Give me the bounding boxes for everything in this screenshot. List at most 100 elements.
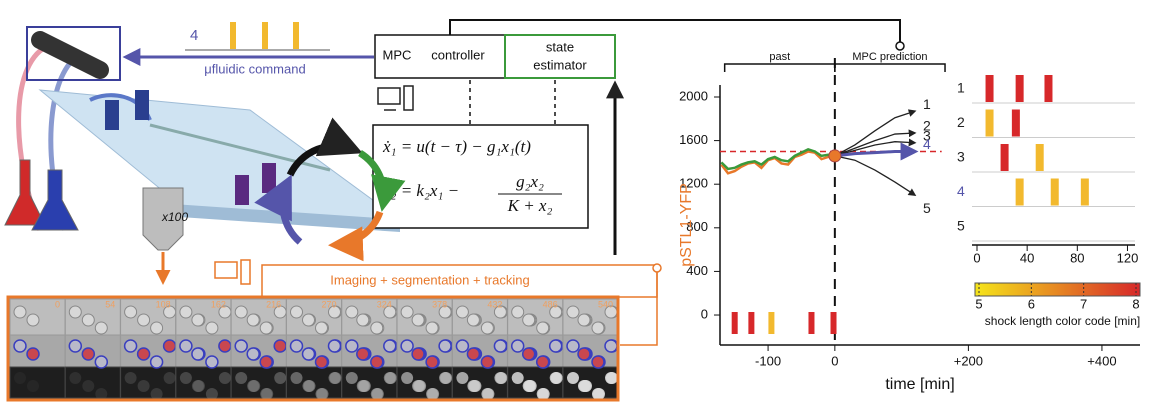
frame-time: 54	[105, 299, 115, 309]
data-line	[721, 149, 835, 169]
cell	[260, 388, 272, 400]
cell	[151, 388, 163, 400]
period-label: past	[769, 51, 790, 63]
shock	[831, 312, 837, 334]
figure: x100 4 μfluidic command MPC controller s…	[0, 0, 1168, 403]
schedule-shock	[1016, 75, 1024, 102]
image-strip: 054108162216270324378432486540	[10, 299, 618, 400]
period-bracket	[835, 64, 945, 72]
row-label: 2	[957, 114, 965, 130]
schedule-shock	[1016, 179, 1024, 206]
command-pulse-label: 4	[190, 27, 198, 44]
cell	[481, 388, 493, 400]
feedback-node	[896, 42, 904, 50]
cell	[206, 356, 218, 368]
cell	[151, 322, 163, 334]
period-label: MPC prediction	[852, 51, 927, 63]
cell	[439, 372, 451, 384]
cell	[274, 340, 286, 352]
cell	[303, 314, 315, 326]
cell	[401, 306, 413, 318]
cell	[125, 340, 137, 352]
cell	[95, 356, 107, 368]
y-tick-label: 0	[701, 306, 708, 321]
cell	[291, 340, 303, 352]
cell	[371, 356, 383, 368]
cell	[550, 340, 562, 352]
cell	[592, 356, 604, 368]
frame-time: 540	[598, 299, 613, 309]
cell	[512, 372, 524, 384]
cell	[206, 322, 218, 334]
cell	[303, 380, 315, 392]
equation: ẋ₂ = k₂x₁ −	[382, 181, 459, 200]
cell	[192, 348, 204, 360]
y-tick-label: 2000	[679, 88, 708, 103]
cell	[260, 322, 272, 334]
cell	[456, 372, 468, 384]
chart: 0400800120016002000-1000+200+400time [mi…	[678, 51, 1140, 393]
computer-icon	[378, 86, 413, 110]
shock	[768, 312, 774, 334]
cell	[357, 380, 369, 392]
prediction-line	[835, 156, 915, 195]
shock	[808, 312, 814, 334]
command-pulses	[230, 22, 299, 49]
cell	[274, 372, 286, 384]
cell	[180, 372, 192, 384]
colorbar-tick-label: 8	[1132, 296, 1139, 311]
cell	[247, 380, 259, 392]
x-tick-label: +200	[954, 353, 983, 368]
cell	[180, 340, 192, 352]
cell	[27, 380, 39, 392]
cell	[291, 372, 303, 384]
imaging-link	[620, 272, 657, 345]
computer-icon	[215, 260, 250, 284]
cell	[426, 388, 438, 400]
cell	[467, 314, 479, 326]
cell	[467, 380, 479, 392]
x-axis-label: time [min]	[885, 376, 954, 393]
schedule-shock	[1044, 75, 1052, 102]
cell	[512, 306, 524, 318]
cell	[219, 340, 231, 352]
imaging-label: Imaging + segmentation + tracking	[330, 272, 529, 287]
cell	[329, 340, 341, 352]
x-tick-label: +400	[1087, 353, 1116, 368]
cell	[426, 356, 438, 368]
cell	[303, 348, 315, 360]
cell	[401, 340, 413, 352]
command-label: μfluidic command	[204, 61, 305, 76]
estimator-label: estimator	[533, 57, 587, 72]
frame-time: 216	[266, 299, 281, 309]
cell	[412, 380, 424, 392]
controller-label: MPC	[383, 47, 412, 62]
equation: K + x₂	[507, 196, 553, 215]
row-label: 5	[957, 218, 965, 234]
cell	[439, 340, 451, 352]
cell	[481, 356, 493, 368]
x-tick-label: 120	[1117, 250, 1139, 265]
cell	[235, 372, 247, 384]
colorbar-tick-label: 6	[1028, 296, 1035, 311]
cell	[605, 372, 617, 384]
cell	[456, 306, 468, 318]
cell	[329, 372, 341, 384]
frame-time: 486	[543, 299, 558, 309]
cell	[523, 380, 535, 392]
cell	[291, 306, 303, 318]
cell	[82, 314, 94, 326]
cell	[192, 314, 204, 326]
colorbar	[975, 283, 1140, 296]
x-tick-label: -100	[755, 353, 781, 368]
cell	[219, 372, 231, 384]
cell	[151, 356, 163, 368]
cell	[95, 322, 107, 334]
cell	[164, 340, 176, 352]
x-tick-label: 40	[1020, 250, 1034, 265]
colorbar-tick-label: 5	[975, 296, 982, 311]
cell	[14, 372, 26, 384]
shock	[732, 312, 738, 334]
cell	[578, 380, 590, 392]
cell	[426, 322, 438, 334]
